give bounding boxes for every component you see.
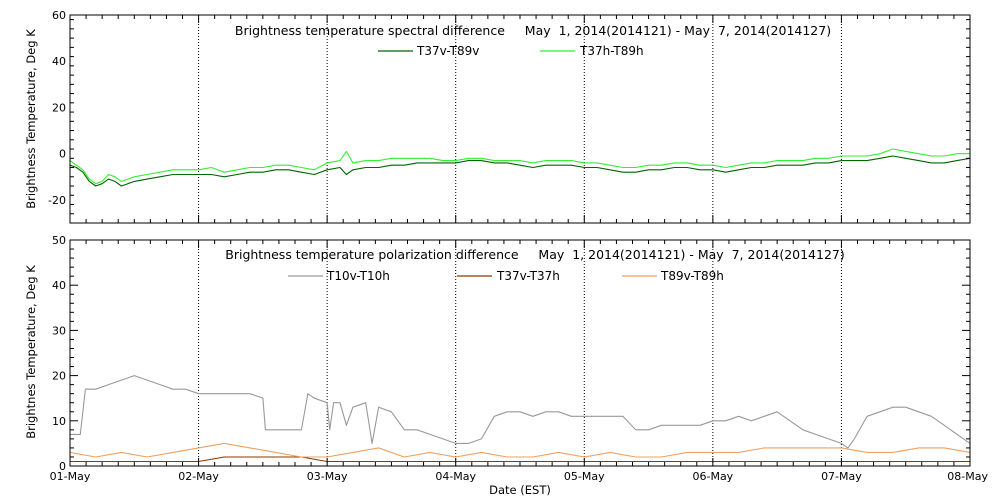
bottom-y-axis-label: Brightnes Temperature, Deg K [24,265,38,439]
bottom-series-t37v-t37h [70,456,970,463]
top-y-tick-label: -20 [48,194,66,207]
bottom-axis-ticks: 0 10 20 30 40 50 01-May 02-May 03-May 04-May 05-Ma… [50,234,989,483]
bottom-y-tick-label: 50 [52,234,66,247]
x-tick-label-01-may: 01-May [50,470,91,483]
top-grid [198,15,842,223]
x-tick-label-08-may: 08-May [947,470,988,483]
x-tick-label-03-may: 03-May [307,470,348,483]
top-y-tick-label: 0 [59,148,66,161]
top-series-lines [69,148,971,187]
x-tick-label-07-may: 07-May [821,470,862,483]
top-panel: -20 0 20 40 60 Brightness temperature spectr… [24,9,971,224]
x-tick-label-02-may: 02-May [178,470,219,483]
bottom-y-tick-label: 30 [52,324,66,337]
bottom-series-t89v-t89h [69,442,971,458]
x-tick-label-05-may: 05-May [564,470,605,483]
bottom-panel: 0 10 20 30 40 50 01-May 02-May 03-May 04-May 05-Ma… [24,234,988,497]
bottom-legend-label-t10v-t10h: T10v-T10h [326,269,390,283]
top-plot-frame [69,14,971,224]
top-chart-title: Brightness temperature spectral differen… [235,23,831,38]
top-legend-label-t37h-t89h: T37h-T89h [579,44,644,58]
top-legend-label-t37v-t89v: T37v-T89v [416,44,479,58]
top-series-t37v-t89v [69,155,971,187]
top-y-axis-label: Brightness Temperature, Deg K [24,29,38,209]
top-series-t37h-t89h [69,148,970,185]
x-tick-label-06-may: 06-May [692,470,733,483]
top-y-tick-label: 20 [52,101,66,114]
bottom-y-tick-label: 10 [52,415,66,428]
x-axis-label: Date (EST) [489,483,551,497]
top-y-tick-label: 60 [52,9,66,22]
top-axis-ticks: -20 0 20 40 60 [48,9,971,224]
top-y-tick-label: 40 [52,55,66,68]
bottom-legend-label-t37v-t37h: T37v-T37h [496,269,560,283]
bottom-y-tick-label: 0 [59,460,66,473]
bottom-series-lines [69,375,971,463]
top-legend: T37v-T89v T37h-T89h [378,44,644,58]
bottom-y-tick-label: 40 [52,279,66,292]
bottom-series-t10v-t10h [70,375,971,449]
bottom-y-tick-label: 20 [52,370,66,383]
bottom-legend: T10v-T10h T37v-T37h T89v-T89h [288,269,724,283]
bottom-legend-label-t89v-t89h: T89v-T89h [660,269,724,283]
bottom-chart-title: Brightness temperature polarization diff… [225,247,845,262]
x-tick-label-04-may: 04-May [435,470,476,483]
